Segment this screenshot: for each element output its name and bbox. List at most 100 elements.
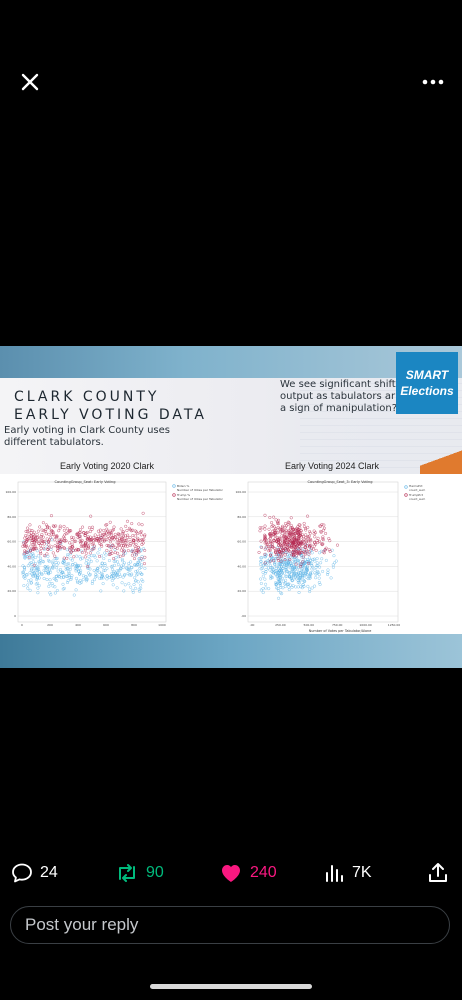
left-point-red: [83, 555, 87, 559]
right-point-red: [286, 522, 290, 526]
left-point-red: [115, 546, 119, 550]
right-point-blue: [259, 556, 263, 560]
left-point-red: [70, 542, 74, 546]
left-point-blue: [36, 591, 40, 595]
right-point-red: [303, 545, 308, 549]
close-icon[interactable]: [18, 70, 42, 94]
left-point-red: [86, 564, 90, 568]
left-point-blue: [119, 566, 123, 570]
right-point-red: [321, 537, 325, 541]
right-x-tick: .00: [250, 623, 255, 627]
left-point-red: [49, 514, 54, 518]
right-point-red: [291, 531, 295, 535]
right-point-blue: [285, 569, 289, 573]
left-point-red: [86, 544, 91, 548]
right-point-blue: [292, 570, 296, 574]
left-point-blue: [59, 571, 63, 575]
left-point-red: [63, 539, 67, 543]
left-point-red: [134, 551, 138, 555]
more-options-icon[interactable]: [420, 72, 446, 92]
views-button[interactable]: 7K: [324, 858, 372, 888]
right-point-blue: [312, 557, 316, 561]
left-point-blue: [58, 567, 63, 572]
right-point-blue: [280, 592, 284, 596]
right-point-red: [268, 540, 273, 544]
right-point-red: [280, 527, 284, 531]
right-point-red: [277, 536, 281, 540]
right-point-red: [269, 553, 273, 557]
left-point-blue: [127, 562, 131, 566]
post-media-image[interactable]: CLARK COUNTY EARLY VOTING DATA Early vot…: [0, 346, 462, 668]
left-point-blue: [47, 571, 51, 575]
left-point-blue: [44, 568, 48, 572]
left-point-red: [98, 532, 102, 536]
left-point-red: [126, 549, 130, 553]
right-point-red: [305, 549, 309, 553]
right-point-blue: [292, 557, 296, 561]
share-button[interactable]: [426, 858, 450, 888]
left-point-red: [112, 557, 116, 561]
left-point-blue: [105, 577, 109, 581]
right-point-blue: [259, 577, 263, 581]
left-point-blue: [69, 577, 73, 581]
left-point-red: [95, 537, 99, 541]
left-point-red: [134, 553, 138, 557]
right-point-blue: [263, 577, 267, 581]
right-point-blue: [278, 581, 282, 586]
left-y-tick: 0: [14, 614, 16, 618]
left-point-red: [41, 521, 45, 525]
right-point-red: [284, 535, 288, 539]
right-point-red: [314, 548, 318, 552]
left-point-blue: [48, 581, 52, 585]
left-point-red: [137, 522, 141, 526]
left-point-red: [115, 537, 119, 542]
left-point-red: [130, 522, 134, 526]
left-point-red: [28, 523, 32, 527]
left-point-red: [132, 541, 136, 545]
right-point-blue: [286, 555, 290, 559]
left-point-blue: [128, 568, 132, 572]
left-point-red: [117, 537, 121, 541]
right-point-blue: [315, 556, 319, 561]
like-button[interactable]: 240: [218, 858, 277, 888]
right-point-red: [263, 552, 267, 556]
left-point-red: [120, 535, 124, 540]
left-point-red: [121, 553, 125, 557]
right-point-blue: [332, 554, 336, 558]
left-point-blue: [120, 581, 124, 585]
right-point-blue: [316, 570, 320, 575]
right-point-red: [309, 537, 313, 542]
left-point-blue: [38, 560, 42, 564]
left-point-red: [54, 524, 58, 528]
right-point-red: [268, 515, 272, 520]
left-point-red: [123, 544, 127, 548]
left-point-red: [29, 536, 33, 540]
repost-button[interactable]: 90: [114, 858, 164, 888]
left-point-blue: [74, 564, 78, 568]
right-point-blue: [288, 571, 292, 575]
right-point-red: [286, 537, 290, 541]
right-point-blue: [292, 572, 296, 576]
right-point-blue: [297, 591, 301, 595]
left-point-red: [104, 523, 108, 527]
left-point-red: [130, 553, 134, 557]
right-point-blue: [318, 565, 322, 569]
left-point-red: [138, 538, 142, 542]
right-point-blue: [310, 562, 314, 566]
left-y-tick: 20.00: [7, 589, 16, 593]
right-point-blue: [310, 567, 314, 571]
reply-button[interactable]: 24: [10, 858, 58, 888]
right-point-red: [311, 547, 315, 551]
right-y-tick: 20.00: [237, 589, 246, 593]
right-point-red: [283, 530, 287, 534]
reply-input[interactable]: Post your reply: [10, 906, 450, 944]
right-point-red: [287, 530, 291, 534]
right-point-red: [327, 537, 331, 541]
right-x-tick: 750.00: [332, 623, 343, 627]
left-point-blue: [138, 549, 143, 553]
right-point-red: [291, 534, 295, 538]
left-point-blue: [110, 578, 114, 582]
left-point-blue: [54, 560, 58, 565]
left-point-blue: [53, 556, 57, 560]
right-point-blue: [317, 580, 321, 584]
